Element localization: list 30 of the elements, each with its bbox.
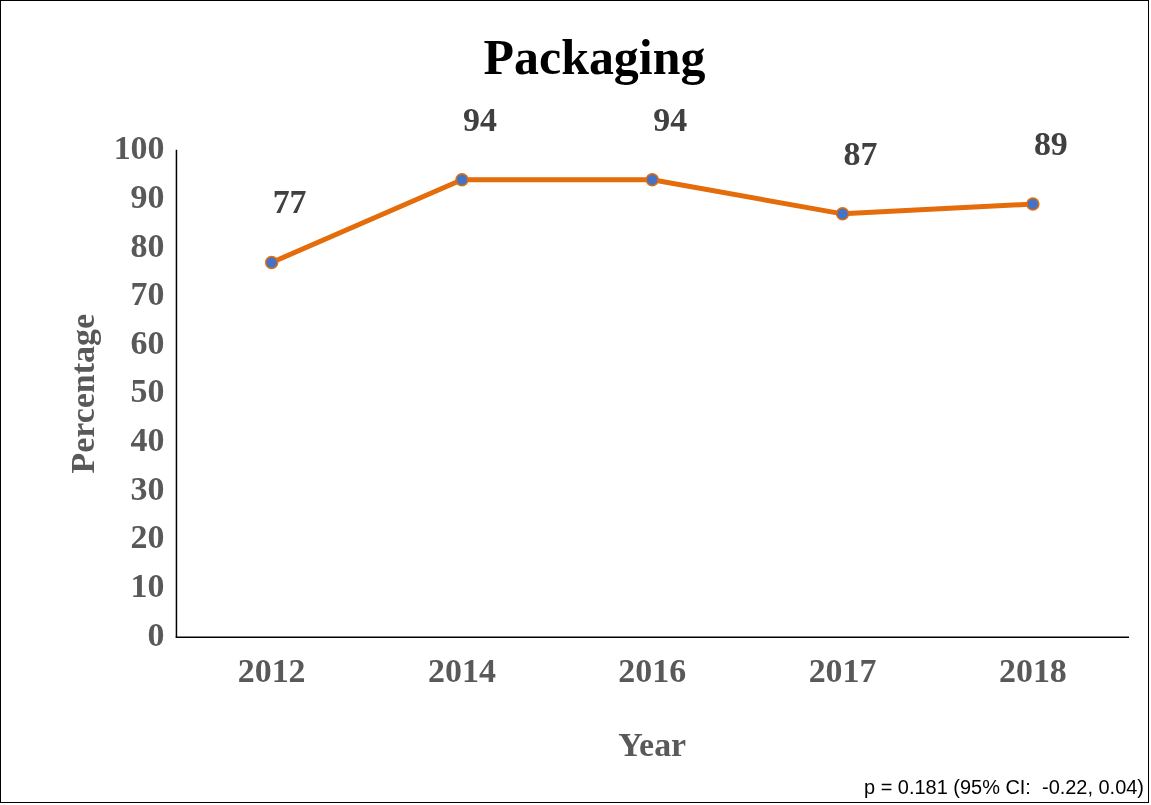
y-tick-label: 30	[130, 469, 165, 507]
data-label: 77	[272, 183, 307, 221]
data-label: 87	[843, 134, 878, 172]
y-tick-label: 100	[113, 129, 165, 167]
text: p = 0.181 (95% CI: -0.22, 0.04)	[864, 775, 1145, 798]
y-axis-title: Percentage	[64, 314, 102, 474]
point	[455, 173, 469, 187]
y-tick-label: 60	[130, 323, 165, 361]
y-tick-label: 10	[130, 566, 165, 604]
point	[264, 255, 279, 270]
y-tick-label: 50	[130, 372, 165, 410]
y-tick-label: 0	[147, 615, 165, 653]
data-label: 89	[1033, 125, 1068, 163]
x-tick-label: 2018	[998, 651, 1067, 689]
y-tick-label: 80	[130, 226, 165, 264]
point	[835, 207, 850, 221]
x-tick-label: 2016	[618, 651, 687, 689]
data-label: 94	[462, 100, 497, 138]
x-tick-label: 2012	[237, 651, 306, 689]
x-axis-title: Year	[618, 726, 687, 764]
x-tick-label: 2014	[428, 651, 496, 689]
point	[1026, 197, 1040, 211]
chart-title: Packaging	[483, 29, 706, 85]
y-tick-label: 90	[130, 178, 165, 215]
y-tick-label: 70	[130, 275, 165, 313]
y-tick-label: 20	[130, 518, 165, 556]
data-label: 94	[653, 100, 688, 138]
y-tick-label: 40	[130, 421, 165, 459]
x-tick-label: 2017	[808, 651, 877, 689]
point	[645, 173, 659, 187]
